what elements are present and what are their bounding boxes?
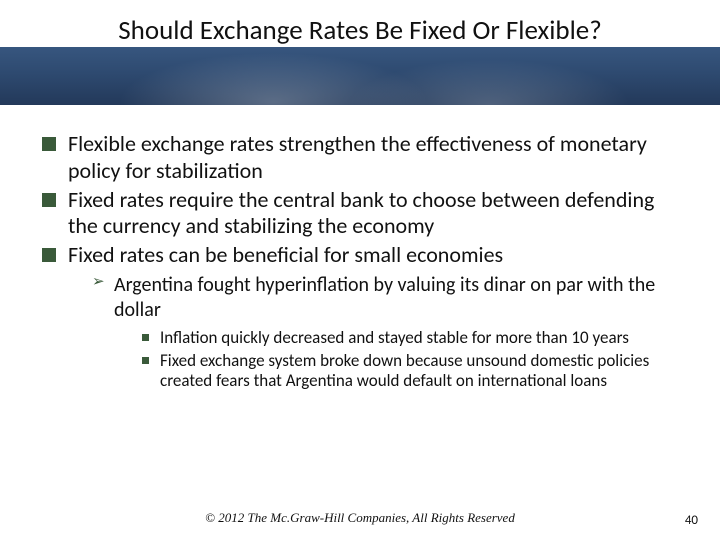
footer: © 2012 The Mc.Graw-Hill Companies, All R… xyxy=(0,510,720,526)
content-area: Flexible exchange rates strengthen the e… xyxy=(0,105,720,392)
bullet-lvl3: Inflation quickly decreased and stayed s… xyxy=(142,328,678,349)
header-band xyxy=(0,47,720,105)
title-bar: Should Exchange Rates Be Fixed Or Flexib… xyxy=(0,0,720,47)
page-number: 40 xyxy=(685,513,698,528)
copyright-text: © 2012 The Mc.Graw-Hill Companies, All R… xyxy=(0,510,720,526)
bullet-lvl2-text: Argentina fought hyperinflation by valui… xyxy=(114,273,655,321)
bullet-list-lvl3: Inflation quickly decreased and stayed s… xyxy=(114,328,678,392)
slide: Should Exchange Rates Be Fixed Or Flexib… xyxy=(0,0,720,540)
bullet-lvl3: Fixed exchange system broke down because… xyxy=(142,351,678,392)
bullet-lvl2: Argentina fought hyperinflation by valui… xyxy=(92,273,678,392)
bullet-lvl1-text: Fixed rates can be beneficial for small … xyxy=(68,241,503,268)
bullet-lvl1: Flexible exchange rates strengthen the e… xyxy=(42,131,678,185)
bullet-list-lvl2: Argentina fought hyperinflation by valui… xyxy=(68,273,678,392)
slide-title: Should Exchange Rates Be Fixed Or Flexib… xyxy=(0,14,720,47)
bullet-list-lvl1: Flexible exchange rates strengthen the e… xyxy=(42,131,678,392)
bullet-lvl1: Fixed rates can be beneficial for small … xyxy=(42,242,678,392)
bullet-lvl1: Fixed rates require the central bank to … xyxy=(42,187,678,241)
